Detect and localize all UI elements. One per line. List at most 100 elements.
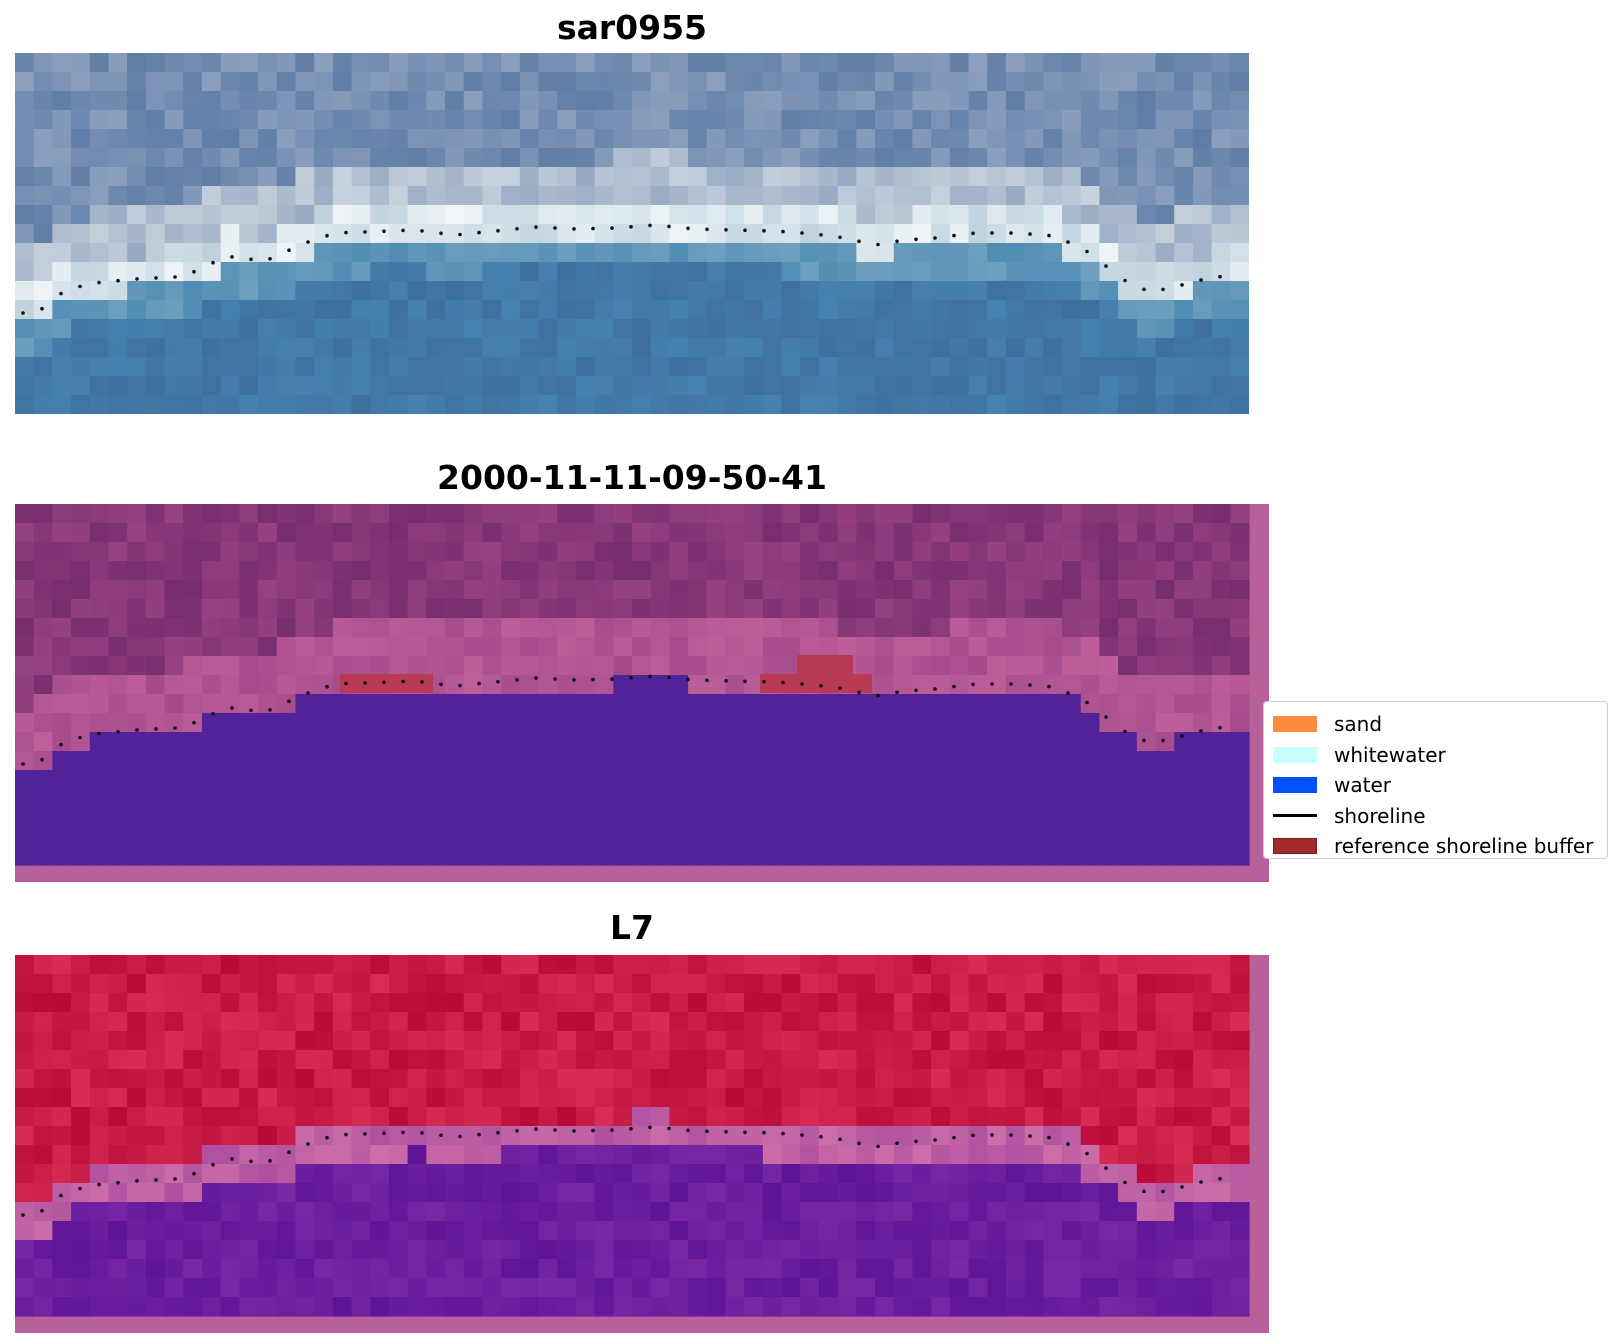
shoreline-point [819, 684, 823, 688]
shoreline-point [857, 690, 861, 695]
panel-title-index: L7 [610, 908, 654, 947]
shoreline-point [895, 239, 899, 244]
shoreline-point [325, 684, 329, 689]
shoreline-point [1066, 691, 1070, 695]
shoreline-point [1047, 233, 1051, 238]
shoreline-point [230, 255, 234, 259]
shoreline-point [496, 1130, 500, 1135]
legend: sand whitewater water shoreline referenc… [1263, 701, 1608, 859]
shoreline-point [458, 683, 462, 688]
shoreline-point [1123, 278, 1127, 283]
shoreline-point [458, 1134, 462, 1139]
shoreline-point [116, 1180, 120, 1185]
panel-title-rgb: sar0955 [556, 8, 708, 47]
shoreline-point [249, 1159, 253, 1164]
shoreline-point [838, 1137, 842, 1142]
shoreline-point [306, 240, 310, 244]
legend-label-whitewater: whitewater [1334, 742, 1446, 767]
shoreline-point [553, 1128, 557, 1132]
shoreline-point [534, 225, 538, 229]
shoreline-point [116, 278, 120, 283]
legend-label-reference-buffer: reference shoreline buffer [1334, 834, 1594, 859]
shoreline-point [990, 682, 994, 686]
shoreline-point [458, 232, 462, 237]
shoreline-point [705, 1129, 709, 1134]
shoreline-point [648, 1125, 652, 1130]
shoreline-point [971, 1133, 975, 1138]
shoreline-point [610, 677, 614, 681]
rgb-shoreline [21, 223, 1222, 315]
shoreline-point [420, 680, 424, 684]
shoreline-point [211, 260, 215, 265]
shoreline-point [667, 1126, 671, 1131]
shoreline-point [1085, 1151, 1089, 1156]
shoreline-point [933, 236, 937, 240]
shoreline-point [382, 1131, 386, 1135]
shoreline-point [876, 693, 880, 698]
classified-image [15, 504, 1269, 882]
shoreline-point [743, 679, 747, 684]
shoreline-point [933, 687, 937, 691]
shoreline-point [363, 230, 367, 234]
shoreline-point [724, 1130, 728, 1134]
shoreline-point [192, 1171, 196, 1176]
shoreline-point [135, 277, 139, 281]
shoreline-point [838, 686, 842, 691]
shoreline-point [838, 235, 842, 240]
panel-title-classified: 2000-11-11-09-50-41 [437, 458, 827, 497]
shoreline-point [914, 688, 918, 693]
shoreline-point [477, 230, 481, 235]
shoreline-point [268, 257, 272, 261]
shoreline-point [1199, 729, 1203, 733]
shoreline-point [781, 229, 785, 234]
legend-item-sand: sand [1272, 709, 1599, 740]
shoreline-point [401, 228, 405, 233]
shoreline-point [40, 757, 44, 762]
shoreline-point [496, 228, 500, 233]
shoreline-point [1161, 738, 1165, 743]
shoreline-point [914, 237, 918, 242]
legend-label-sand: sand [1334, 712, 1383, 737]
shoreline-point [154, 1178, 158, 1182]
shoreline-point [781, 680, 785, 685]
shoreline-point [268, 1159, 272, 1163]
shoreline-point [762, 228, 766, 233]
shoreline-point [1066, 1142, 1070, 1146]
shoreline-point [135, 728, 139, 732]
shoreline-point [287, 1150, 291, 1154]
shoreline-point [952, 1135, 956, 1140]
shoreline-point [192, 720, 196, 725]
legend-label-water: water [1334, 773, 1391, 798]
shoreline-point [439, 682, 443, 687]
shoreline-point [1066, 240, 1070, 244]
shoreline-point [382, 229, 386, 233]
shoreline-point [21, 762, 25, 766]
shoreline-point [591, 677, 595, 682]
shoreline-point [990, 1133, 994, 1137]
shoreline-point [230, 706, 234, 710]
shoreline-point [1218, 274, 1222, 279]
shoreline-point [572, 227, 576, 231]
shoreline-point [1123, 1180, 1127, 1185]
shoreline-point [344, 230, 348, 235]
shoreline-point [971, 682, 975, 687]
shoreline-point [287, 699, 291, 703]
shoreline-point [515, 678, 519, 682]
shoreline-point [21, 311, 25, 315]
shoreline-point [1028, 683, 1032, 687]
shoreline-point [895, 690, 899, 695]
shoreline-point [857, 1141, 861, 1146]
shoreline-point [1009, 682, 1013, 686]
shoreline-point [1085, 700, 1089, 705]
shoreline-point [325, 233, 329, 238]
shoreline-point [78, 1186, 82, 1191]
shoreline-point [325, 1135, 329, 1140]
shoreline-point [933, 1138, 937, 1142]
shoreline-point [344, 681, 348, 686]
shoreline-point [268, 708, 272, 712]
shoreline-point [686, 226, 690, 231]
shoreline-point [762, 1130, 766, 1135]
shoreline-point [800, 231, 804, 235]
shoreline-point [1180, 283, 1184, 287]
buffer-cell [797, 655, 853, 674]
